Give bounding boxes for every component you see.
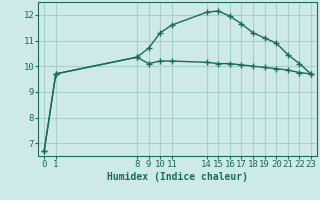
X-axis label: Humidex (Indice chaleur): Humidex (Indice chaleur) [107, 172, 248, 182]
